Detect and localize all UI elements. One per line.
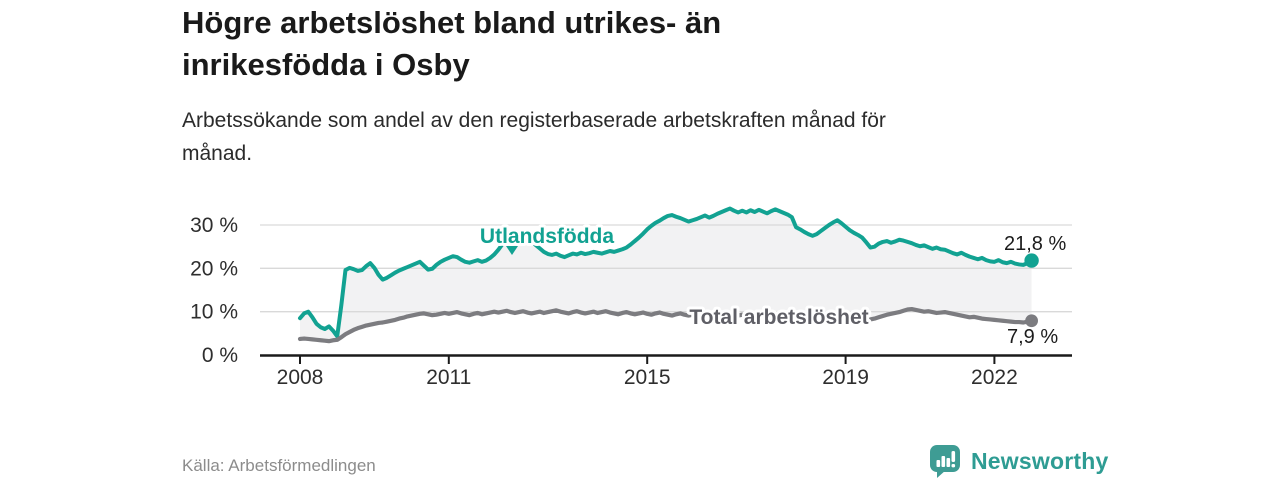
series-label-pointer-icon: [506, 246, 518, 255]
x-tick-label: 2015: [624, 366, 671, 389]
y-tick-label: 30 %: [190, 214, 238, 237]
y-tick-label: 20 %: [190, 257, 238, 280]
x-tick-label: 2019: [822, 366, 869, 389]
x-tick-label: 2011: [426, 366, 471, 389]
series-endpoint-dot-total: [1025, 314, 1038, 328]
page-title-line2: inrikesfödda i Osby: [182, 47, 470, 82]
value-label-total: 7,9 %: [1007, 326, 1058, 348]
page-title: Högre arbetslöshet bland utrikes- än inr…: [182, 2, 1002, 86]
area-between-series: [300, 208, 1032, 342]
y-tick-label: 0 %: [202, 344, 238, 367]
series-label-utlandsfodda: Utlandsfödda: [480, 225, 614, 248]
newsworthy-bar-chart-bubble-icon: [930, 445, 960, 478]
page-subtitle: Arbetssökande som andel av den registerb…: [182, 104, 1062, 170]
series-endpoint-dot-utlandsfodda: [1024, 253, 1039, 268]
page-subtitle-line1: Arbetssökande som andel av den registerb…: [182, 109, 886, 132]
newsworthy-wordmark: Newsworthy: [971, 447, 1109, 474]
page-title-line1: Högre arbetslöshet bland utrikes- än: [182, 5, 722, 40]
series-label-total: Total arbetslöshet: [689, 306, 868, 329]
y-tick-label: 10 %: [190, 301, 238, 324]
newsworthy-logo: Newsworthy: [928, 444, 1108, 478]
series-line-total: [297, 306, 1034, 344]
source-note: Källa: Arbetsförmedlingen: [182, 456, 376, 475]
page-subtitle-line2: månad.: [182, 142, 253, 165]
y-axis-labels: 0 % 10 % 20 % 30 %: [190, 214, 238, 367]
x-axis: 2008 2011 2015 2019 2022: [260, 354, 1072, 389]
x-tick-label: 2008: [277, 366, 324, 389]
series-line-utlandsfodda: [298, 206, 1034, 339]
x-tick-label: 2022: [971, 366, 1018, 389]
value-label-utlandsfodda: 21,8 %: [1004, 233, 1066, 255]
